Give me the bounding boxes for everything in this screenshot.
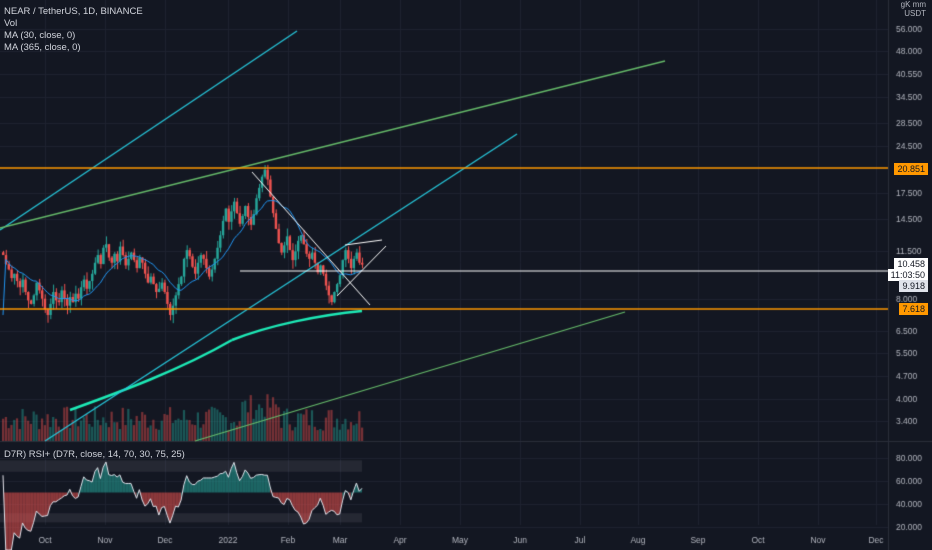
price-unit-label: gK mm USDT: [901, 0, 926, 18]
unit-line-2: USDT: [904, 9, 926, 18]
volume-legend[interactable]: Vol: [4, 18, 18, 29]
ma365-legend[interactable]: MA (365, close, 0): [4, 42, 81, 53]
resistance-price-tag: 20.851: [894, 163, 928, 175]
countdown-tag: 11:03:50: [887, 269, 928, 281]
chart-legend: NEAR / TetherUS, 1D, BINANCE Vol MA (30,…: [4, 6, 143, 54]
unit-line-1: gK mm: [900, 0, 926, 9]
rsi-legend[interactable]: D7R) RSI+ (D7R, close, 14, 70, 30, 75, 2…: [4, 449, 185, 460]
symbol-title[interactable]: NEAR / TetherUS, 1D, BINANCE: [4, 6, 143, 17]
ma30-legend[interactable]: MA (30, close, 0): [4, 30, 76, 41]
last-price-tag: 10.458: [894, 258, 928, 270]
ma-value-tag: 9.918: [899, 280, 928, 292]
support-price-tag: 7.618: [899, 303, 928, 315]
